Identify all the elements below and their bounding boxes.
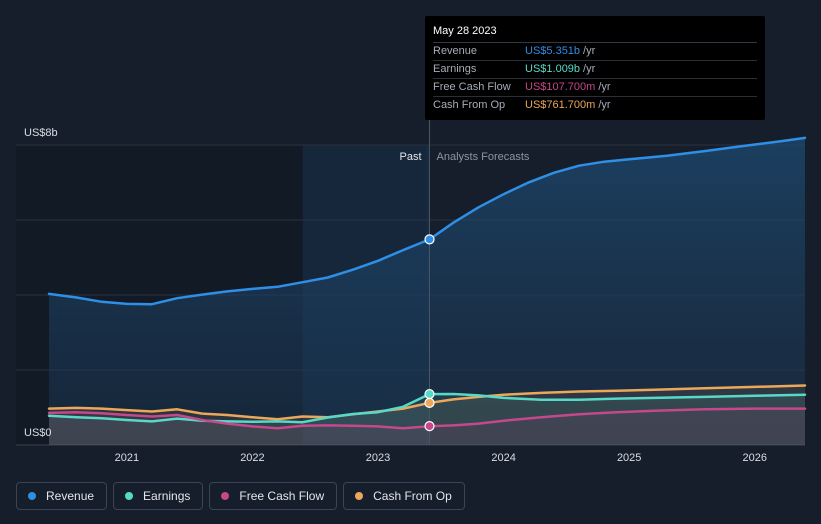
free-cash-flow-dot-icon [221, 492, 230, 500]
hover-marker-cash-from-op [424, 397, 435, 408]
x-tick-label: 2021 [115, 452, 139, 464]
legend-item-free-cash-flow[interactable]: Free Cash Flow [209, 482, 338, 510]
series-area-earnings [49, 394, 805, 445]
data-tooltip: May 28 2023 Revenue US$5.351b /yr Earnin… [425, 16, 765, 120]
series-areas [49, 137, 805, 445]
hover-marker-earnings [424, 388, 435, 400]
tooltip-value: US$761.700m [525, 99, 596, 111]
tooltip-label: Free Cash Flow [433, 81, 511, 93]
tooltip-row-earnings: Earnings US$1.009b /yr [433, 61, 757, 79]
x-tick-label: 2022 [240, 452, 264, 464]
legend-label: Free Cash Flow [239, 489, 325, 503]
legend-item-cash-from-op[interactable]: Cash From Op [343, 482, 465, 510]
legend-label: Cash From Op [373, 489, 452, 503]
legend-label: Revenue [46, 489, 95, 503]
series-area-revenue [49, 137, 805, 445]
tooltip-label: Earnings [433, 63, 477, 75]
tooltip-unit: /yr [583, 63, 596, 75]
x-tick-label: 2023 [366, 452, 390, 464]
legend-label: Earnings [143, 489, 191, 503]
series-line-earnings [47, 392, 807, 424]
legend-item-revenue[interactable]: Revenue [16, 482, 108, 510]
past-label: Past [399, 151, 421, 163]
x-axis-ticks: 2021 2022 2023 2024 2025 2026 [115, 452, 767, 464]
y-axis-top-label: US$8b [24, 127, 58, 139]
revenue-dot-icon [28, 492, 36, 500]
tooltip-unit: /yr [598, 99, 611, 111]
y-axis-zero-label: US$0 [24, 427, 52, 439]
hover-markers [424, 234, 435, 432]
tooltip-value: US$107.700m [525, 81, 596, 93]
series-line-free-cash-flow [47, 407, 807, 430]
chart-legend: Revenue Earnings Free Cash Flow Cash Fro… [16, 482, 465, 510]
x-tick-label: 2025 [617, 452, 641, 464]
tooltip-value: US$1.009b [525, 63, 581, 75]
tooltip-unit: /yr [583, 45, 596, 57]
tooltip-row-cash-from-op: Cash From Op US$761.700m /yr [433, 97, 757, 114]
series-line-revenue [47, 136, 807, 306]
earnings-dot-icon [125, 492, 134, 500]
tooltip-date: May 28 2023 [433, 24, 757, 43]
x-tick-label: 2024 [491, 452, 515, 464]
cash-from-op-dot-icon [355, 492, 364, 500]
tooltip-row-revenue: Revenue US$5.351b /yr [433, 43, 757, 61]
hover-marker-revenue [424, 234, 435, 245]
hover-marker-free-cash-flow [424, 421, 435, 432]
tooltip-label: Revenue [433, 45, 478, 57]
series-lines [47, 136, 807, 430]
x-tick-label: 2026 [743, 452, 767, 464]
tooltip-value: US$5.351b [525, 45, 581, 57]
tooltip-row-free-cash-flow: Free Cash Flow US$107.700m /yr [433, 79, 757, 97]
tooltip-label: Cash From Op [433, 99, 506, 111]
legend-item-earnings[interactable]: Earnings [113, 482, 204, 510]
series-area-cash-from-op [49, 385, 805, 445]
forecast-label: Analysts Forecasts [437, 151, 530, 163]
tooltip-unit: /yr [598, 81, 611, 93]
